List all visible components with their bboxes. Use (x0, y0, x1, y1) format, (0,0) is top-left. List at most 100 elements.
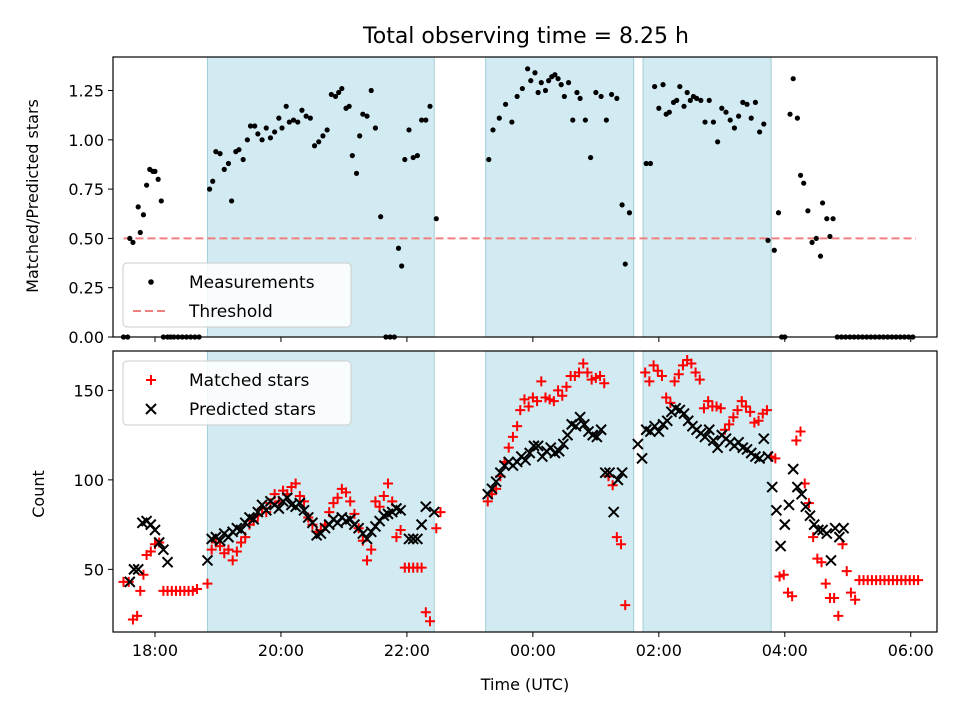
legend-marker-x (145, 403, 157, 415)
data-point (574, 367, 585, 378)
data-point (565, 80, 572, 86)
data-point (298, 504, 310, 517)
data-point (509, 119, 515, 125)
data-point (636, 452, 648, 465)
x-tick-label: 18:00 (132, 641, 178, 660)
data-point (795, 488, 808, 500)
data-point (845, 587, 856, 598)
data-point (383, 478, 394, 489)
x-tick-label: 00:00 (510, 641, 556, 660)
data-point (391, 532, 402, 543)
top-y-tick-label: 0.25 (68, 279, 104, 298)
data-point (552, 72, 558, 78)
data-point (794, 115, 800, 121)
data-point (374, 501, 385, 512)
bottom-y-tick-label: 50 (84, 560, 104, 579)
data-point (677, 360, 688, 371)
data-point (415, 518, 428, 531)
data-point (779, 518, 791, 531)
data-point (595, 424, 607, 436)
data-point (686, 358, 697, 369)
data-point (827, 233, 833, 240)
data-point (132, 563, 144, 576)
data-point (620, 600, 631, 611)
data-point (311, 143, 318, 149)
data-point (419, 117, 425, 123)
data-point (661, 415, 673, 427)
data-point (698, 97, 704, 103)
data-point (532, 70, 538, 76)
data-point (247, 513, 260, 525)
data-point (214, 535, 226, 547)
data-point (582, 367, 593, 378)
data-point (145, 546, 156, 557)
data-point (217, 151, 223, 157)
data-point (731, 125, 738, 131)
data-point (687, 97, 693, 103)
data-point (710, 119, 717, 125)
data-point (770, 504, 783, 517)
data-point (523, 401, 534, 412)
data-point (561, 429, 574, 441)
data-point (758, 432, 770, 445)
data-point (829, 522, 841, 534)
figure-title: Total observing time = 8.25 h (362, 24, 689, 49)
data-point (753, 415, 764, 426)
data-point (681, 103, 687, 109)
data-point (588, 154, 594, 161)
data-point (557, 438, 570, 450)
data-point (724, 419, 735, 430)
data-point (143, 182, 150, 188)
data-point (395, 524, 406, 535)
data-point (656, 105, 662, 111)
data-point (707, 434, 720, 447)
bottom-panel: 18:00 20:00 22:00 00:00 02:00 04:00 06:00 50 100… (73, 350, 938, 660)
data-point (236, 147, 242, 153)
x-tick-label: 22:00 (384, 641, 430, 660)
bottom-legend: Matched stars Predicted stars (122, 360, 352, 426)
data-point (797, 172, 804, 178)
data-point (272, 129, 278, 135)
data-point (820, 578, 831, 589)
data-point (140, 212, 147, 218)
data-point (833, 531, 846, 543)
data-point (795, 426, 806, 437)
data-point (727, 117, 733, 123)
data-point (290, 478, 301, 489)
data-point (364, 113, 370, 119)
data-point (591, 431, 603, 443)
data-point (433, 216, 439, 222)
data-point (294, 497, 306, 509)
data-point (656, 371, 667, 382)
top-y-tick-label: 1.25 (68, 82, 104, 101)
data-point (673, 369, 684, 380)
data-point (528, 440, 540, 452)
data-point (244, 137, 250, 143)
data-point (486, 156, 492, 163)
data-point (279, 125, 285, 131)
data-point (542, 87, 549, 94)
bottom-series-predicted-stars (124, 402, 850, 588)
data-point (299, 107, 305, 113)
data-point (555, 76, 561, 82)
data-point (307, 115, 313, 121)
data-point (561, 381, 572, 392)
data-point (817, 253, 824, 259)
data-point (723, 109, 729, 115)
data-point (640, 367, 651, 378)
data-point (653, 425, 665, 438)
data-point (775, 210, 782, 216)
data-point (135, 585, 146, 596)
data-point (410, 154, 416, 161)
data-point (677, 83, 683, 90)
data-point (771, 247, 777, 253)
data-point (829, 592, 840, 603)
data-point (370, 496, 381, 507)
data-point (403, 533, 415, 545)
data-point (157, 543, 170, 556)
data-point (158, 198, 164, 204)
data-point (490, 127, 496, 133)
x-tick-label: 02:00 (636, 641, 682, 660)
data-point (294, 490, 305, 501)
data-point (519, 394, 530, 405)
